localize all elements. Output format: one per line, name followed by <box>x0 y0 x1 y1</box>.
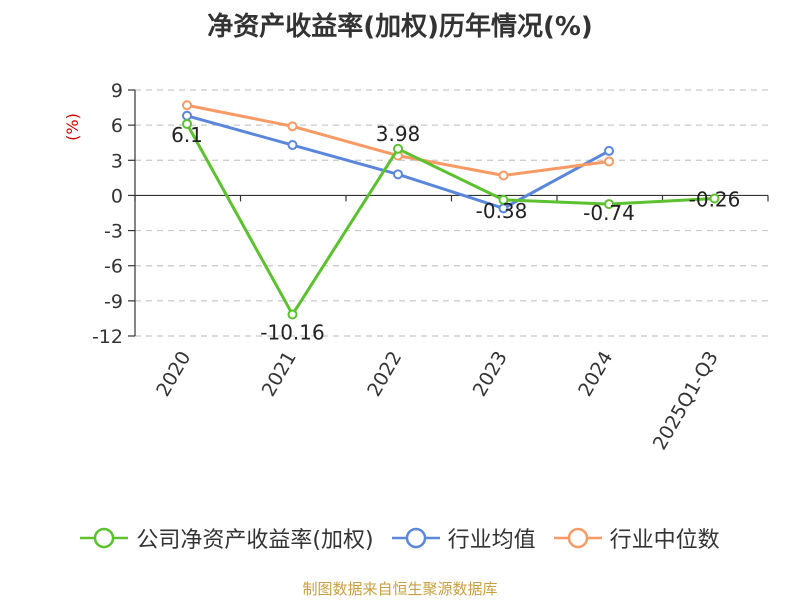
data-point <box>393 169 403 180</box>
source-note: 制图数据来自恒生聚源数据库 <box>302 580 498 598</box>
series-lines <box>182 100 720 320</box>
y-tick-label: -3 <box>104 221 123 243</box>
data-point <box>182 110 192 121</box>
legend-marker-icon <box>391 527 440 549</box>
x-tick-label: 2023 <box>469 348 512 401</box>
legend-label: 公司净资产收益率(加权) <box>136 528 374 553</box>
legend-item[interactable]: 行业均值 <box>391 522 536 554</box>
y-tick-label: -9 <box>104 291 123 313</box>
data-point <box>604 156 614 167</box>
data-label: -0.74 <box>583 201 635 225</box>
x-tick-label: 2022 <box>363 348 406 401</box>
data-point <box>498 194 509 205</box>
x-tick-label: 2025Q1-Q3 <box>649 348 723 454</box>
legend-item[interactable]: 行业中位数 <box>553 522 720 554</box>
x-tick-label: 2024 <box>574 348 617 401</box>
data-labels: 6.1 -10.16 3.98 -0.38 -0.74 -0.26 <box>171 122 740 345</box>
y-tick-label: -6 <box>104 256 123 278</box>
data-point <box>287 309 298 320</box>
data-point <box>498 170 509 181</box>
data-point <box>393 143 403 154</box>
data-label: 6.1 <box>171 123 203 147</box>
data-point <box>287 121 298 132</box>
y-axis-unit: (%) <box>63 113 82 141</box>
data-label: -0.38 <box>476 199 528 223</box>
y-tick-label: -12 <box>92 326 123 348</box>
data-point <box>182 100 192 111</box>
legend-marker-icon <box>80 527 129 549</box>
data-label: -0.26 <box>689 187 741 211</box>
data-label: 3.98 <box>376 122 421 146</box>
chart-title: 净资产收益率(加权)历年情况(%) <box>207 12 593 42</box>
legend-label: 行业均值 <box>447 528 536 553</box>
data-point <box>709 193 720 204</box>
y-tick-label: 0 <box>111 185 123 207</box>
x-tick-label: 2021 <box>258 348 301 401</box>
x-tick-label: 2020 <box>152 348 195 401</box>
data-point <box>604 145 614 156</box>
y-tick-label: 3 <box>111 150 123 172</box>
data-point <box>604 199 614 210</box>
y-tick-label: 9 <box>111 80 123 102</box>
series-line <box>185 123 715 316</box>
legend-marker-icon <box>553 527 602 549</box>
legend-label: 行业中位数 <box>609 528 720 553</box>
legend: 公司净资产收益率(加权) 行业均值 行业中位数 <box>0 520 800 556</box>
legend-item[interactable]: 公司净资产收益率(加权) <box>80 522 374 554</box>
y-tick-label: 6 <box>111 115 123 137</box>
data-point <box>287 140 298 151</box>
data-label: -10.16 <box>260 320 324 344</box>
data-point <box>182 118 192 129</box>
